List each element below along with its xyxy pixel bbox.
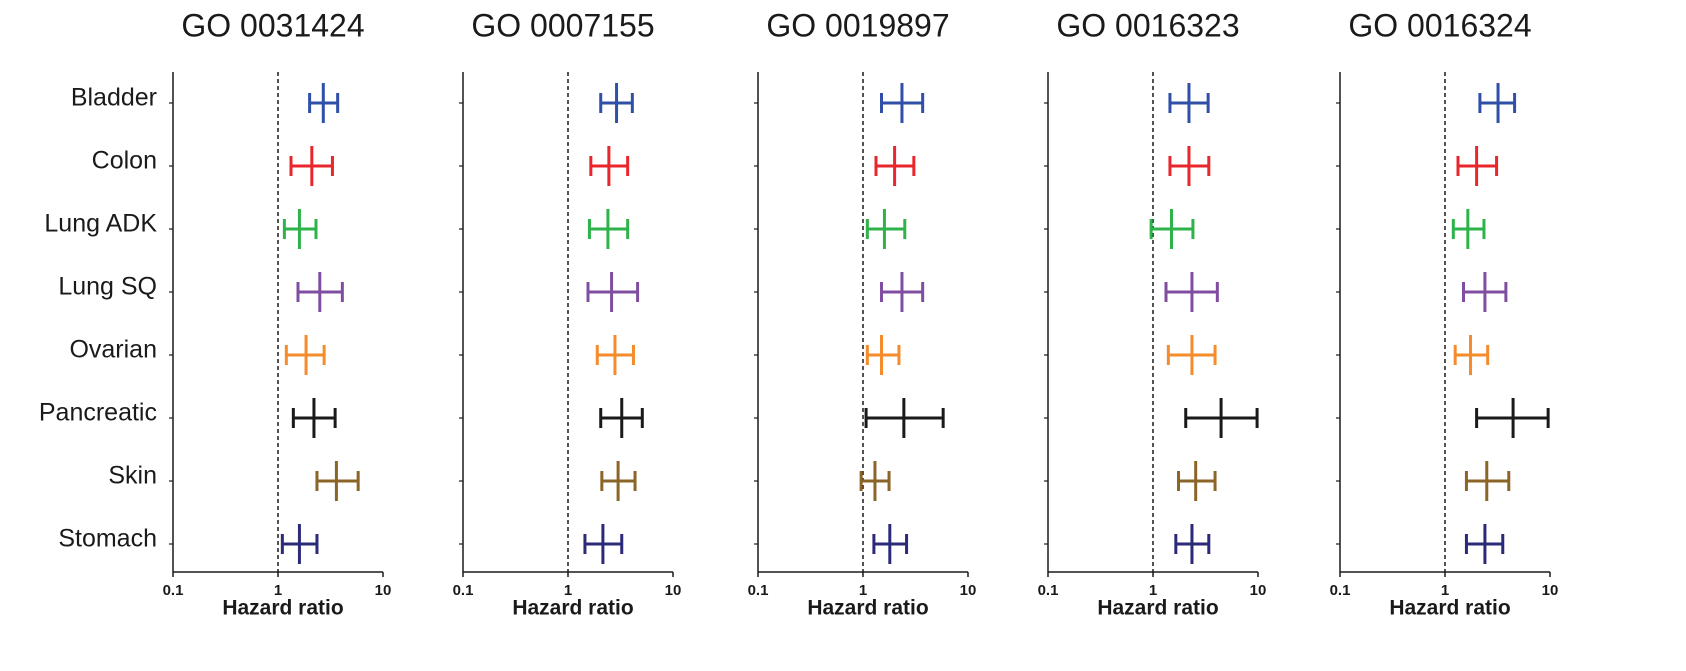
x-tick-label: 10 bbox=[960, 582, 977, 599]
x-axis-label: Hazard ratio bbox=[1389, 597, 1510, 620]
error-bar bbox=[865, 345, 901, 365]
x-tick-label: 0.1 bbox=[1330, 582, 1351, 599]
x-axis-label: Hazard ratio bbox=[512, 597, 633, 620]
x-axis-label: Hazard ratio bbox=[1097, 597, 1218, 620]
panel-title: GO 0016324 bbox=[1348, 7, 1531, 43]
category-label: Colon bbox=[92, 147, 157, 175]
x-axis-label: Hazard ratio bbox=[222, 597, 343, 620]
category-label: Ovarian bbox=[69, 336, 157, 364]
panel-title: GO 0031424 bbox=[181, 7, 364, 43]
category-label: Pancreatic bbox=[39, 399, 157, 427]
x-tick-label: 10 bbox=[375, 582, 392, 599]
x-tick-label: 10 bbox=[1250, 582, 1267, 599]
x-tick-label: 1 bbox=[1441, 582, 1449, 599]
x-tick-label: 10 bbox=[1542, 582, 1559, 599]
panel-title: GO 0007155 bbox=[471, 7, 654, 43]
category-label: Lung ADK bbox=[44, 210, 157, 238]
panel-title: GO 0019897 bbox=[766, 7, 949, 43]
x-tick-label: 1 bbox=[1149, 582, 1157, 599]
x-tick-label: 0.1 bbox=[1038, 582, 1059, 599]
x-tick-label: 10 bbox=[665, 582, 682, 599]
x-tick-label: 1 bbox=[564, 582, 572, 599]
x-tick-label: 0.1 bbox=[453, 582, 474, 599]
x-tick-label: 0.1 bbox=[748, 582, 769, 599]
x-tick-label: 0.1 bbox=[163, 582, 184, 599]
category-label: Stomach bbox=[58, 525, 157, 553]
category-label: Skin bbox=[108, 462, 157, 490]
error-bar bbox=[865, 219, 907, 239]
x-axis-label: Hazard ratio bbox=[807, 597, 928, 620]
category-label: Bladder bbox=[71, 84, 157, 112]
x-tick-label: 1 bbox=[859, 582, 867, 599]
panel-title: GO 0016323 bbox=[1056, 7, 1239, 43]
x-tick-label: 1 bbox=[274, 582, 282, 599]
category-label: Lung SQ bbox=[58, 273, 157, 301]
